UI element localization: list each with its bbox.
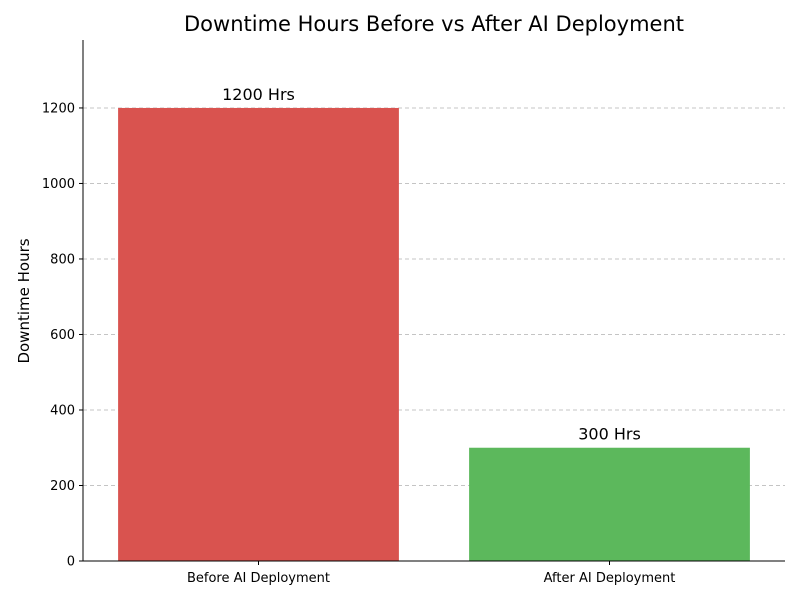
y-axis-label: Downtime Hours [15,238,33,363]
y-tick-label: 1000 [42,177,75,192]
y-tick-label: 400 [50,403,75,418]
y-tick-label: 0 [67,555,75,570]
chart-title: Downtime Hours Before vs After AI Deploy… [184,12,684,36]
bar-data-label: 300 Hrs [578,425,641,444]
bar-data-label: 1200 Hrs [222,85,295,104]
bar-0 [118,107,399,562]
y-tick-label: 1200 [42,101,75,116]
bar-1 [469,447,750,561]
x-tick-label: Before AI Deployment [187,571,330,586]
y-tick-label: 600 [50,328,75,343]
y-tick-label: 200 [50,479,75,494]
x-tick-label: After AI Deployment [544,571,676,586]
y-tick-label: 800 [50,252,75,267]
